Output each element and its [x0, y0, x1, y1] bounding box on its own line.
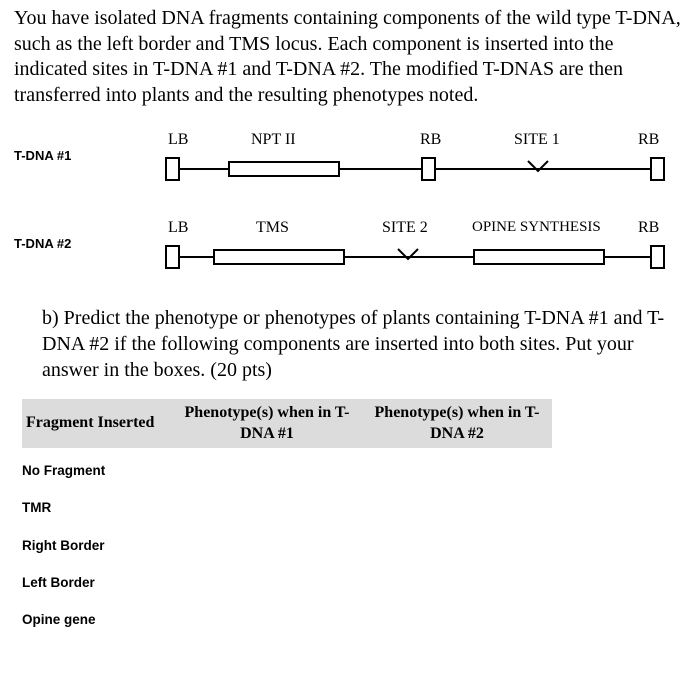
th-fragment: Fragment Inserted [22, 399, 172, 448]
table-row: Right Border [22, 523, 552, 560]
label-site1: SITE 1 [514, 130, 560, 150]
label-opine: OPINE SYNTHESIS [472, 218, 601, 237]
label-tms: TMS [256, 218, 289, 238]
frag-cell: Right Border [22, 523, 172, 560]
frag-cell: Opine gene [22, 597, 172, 634]
th-pheno2: Phenotype(s) when in T-DNA #2 [362, 399, 552, 448]
table-row: TMR [22, 485, 552, 522]
label-lb2: LB [168, 218, 188, 238]
label-npt: NPT II [251, 130, 296, 150]
row-label-2: T-DNA #2 [14, 236, 71, 253]
row-label-1: T-DNA #1 [14, 148, 71, 165]
tdna2-svg [134, 240, 694, 274]
label-lb1: LB [168, 130, 188, 150]
diagram-1: LB NPT II RB SITE 1 RB T-DNA #1 [14, 130, 686, 206]
frag-cell: Left Border [22, 560, 172, 597]
label-rb2: RB [638, 218, 659, 238]
label-rb1b: RB [638, 130, 659, 150]
table-row: Opine gene [22, 597, 552, 634]
label-site2: SITE 2 [382, 218, 428, 238]
label-rb1a: RB [420, 130, 441, 150]
table-row: No Fragment [22, 448, 552, 485]
tdna1-svg [134, 152, 694, 186]
diagram-2: LB TMS SITE 2 OPINE SYNTHESIS RB T-DNA #… [14, 218, 686, 294]
intro-paragraph: You have isolated DNA fragments containi… [14, 6, 686, 108]
answer-table: Fragment Inserted Phenotype(s) when in T… [22, 399, 552, 634]
frag-cell: No Fragment [22, 448, 172, 485]
th-pheno1: Phenotype(s) when in T-DNA #1 [172, 399, 362, 448]
frag-cell: TMR [22, 485, 172, 522]
question-b: b) Predict the phenotype or phenotypes o… [42, 306, 686, 383]
table-row: Left Border [22, 560, 552, 597]
